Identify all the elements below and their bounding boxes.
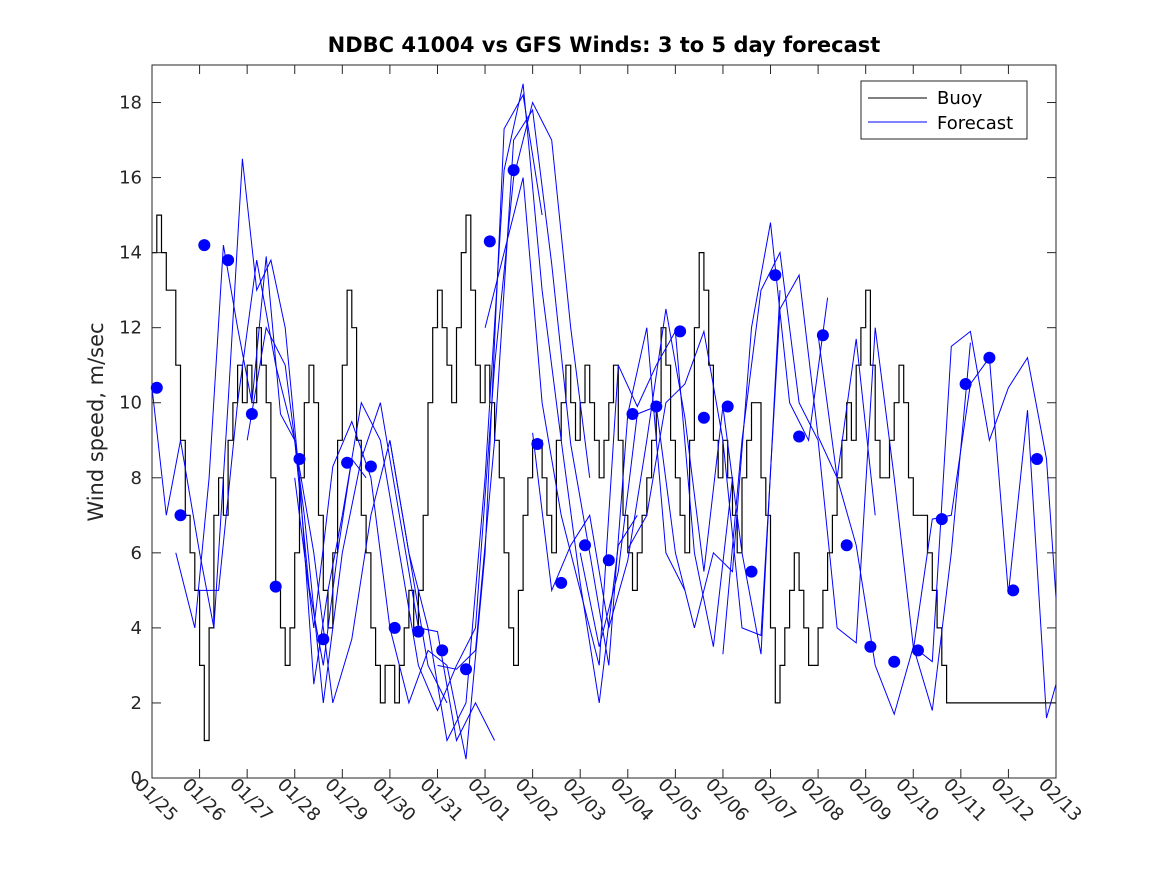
forecast-series-line-1 <box>175 245 367 666</box>
forecast-marker-31 <box>888 655 901 668</box>
forecast-series-line-4 <box>294 93 543 760</box>
forecast-marker-14 <box>483 235 496 248</box>
forecast-marker-16 <box>531 438 544 450</box>
forecast-marker-33 <box>935 513 948 526</box>
y-tick-label-0: 0 <box>131 768 142 789</box>
forecast-marker-30 <box>864 640 877 653</box>
forecast-marker-24 <box>721 400 734 413</box>
chart-title: NDBC 41004 vs GFS Winds: 3 to 5 day fore… <box>328 33 881 57</box>
forecast-marker-28 <box>816 329 829 342</box>
forecast-series-line-12 <box>722 250 971 711</box>
y-tick-label-16: 16 <box>119 168 142 189</box>
buoy-series-line <box>152 214 1056 742</box>
forecast-series-line-10 <box>579 222 829 647</box>
forecast-marker-21 <box>650 400 663 413</box>
forecast-series-line-3 <box>246 326 496 743</box>
forecast-marker-34 <box>959 378 972 390</box>
forecast-marker-13 <box>460 663 472 676</box>
forecast-series-line-11 <box>627 273 876 637</box>
legend: Buoy Forecast <box>860 80 1028 140</box>
forecast-series-line-13 <box>817 330 1057 716</box>
forecast-marker-0 <box>150 381 163 394</box>
forecast-marker-8 <box>341 456 354 469</box>
forecast-marker-27 <box>793 430 806 443</box>
forecast-series-line-8 <box>484 177 733 666</box>
forecast-marker-22 <box>674 325 687 338</box>
forecast-series-line-6 <box>389 83 638 743</box>
forecast-marker-1 <box>174 509 187 522</box>
forecast-marker-6 <box>293 453 306 465</box>
forecast-marker-15 <box>507 164 520 177</box>
forecast-marker-35 <box>983 351 996 364</box>
forecast-marker-9 <box>364 460 377 473</box>
forecast-marker-36 <box>1007 584 1020 597</box>
forecast-marker-23 <box>697 411 710 424</box>
forecast-marker-3 <box>222 254 235 267</box>
forecast-marker-11 <box>412 625 425 638</box>
y-tick-label-18: 18 <box>119 93 142 114</box>
forecast-marker-17 <box>555 576 568 589</box>
y-tick-label-14: 14 <box>119 243 142 264</box>
y-tick-label-2: 2 <box>131 693 142 714</box>
forecast-marker-10 <box>388 621 401 634</box>
y-tick-label-8: 8 <box>131 468 142 489</box>
forecast-marker-18 <box>579 539 591 552</box>
forecast-marker-37 <box>1031 453 1043 465</box>
forecast-series-line-5 <box>341 101 591 712</box>
buoy-series-layer <box>152 214 1056 742</box>
forecast-marker-5 <box>269 580 282 593</box>
y-axis-label: Wind speed, m/sec <box>84 322 108 521</box>
forecast-marker-25 <box>745 565 758 578</box>
y-tick-label-10: 10 <box>119 393 142 414</box>
legend-box <box>860 80 1028 140</box>
legend-forecast-label: Forecast <box>937 113 1013 134</box>
forecast-marker-26 <box>769 269 782 282</box>
forecast-series-line-0 <box>151 158 343 685</box>
forecast-marker-20 <box>626 408 639 420</box>
forecast-marker-7 <box>317 633 330 646</box>
forecast-series-line-9 <box>532 290 781 655</box>
forecast-marker-2 <box>198 239 211 252</box>
y-tick-label-12: 12 <box>119 318 142 339</box>
y-tick-label-4: 4 <box>131 618 142 639</box>
forecast-marker-4 <box>245 408 258 420</box>
y-tick-label-6: 6 <box>131 543 142 564</box>
forecast-marker-12 <box>436 644 449 657</box>
forecast-marker-layer <box>150 164 1043 676</box>
forecast-marker-29 <box>840 539 853 552</box>
forecast-marker-19 <box>602 554 615 567</box>
forecast-series-line-7 <box>437 108 686 670</box>
forecast-marker-32 <box>912 644 924 657</box>
legend-buoy-label: Buoy <box>937 88 983 109</box>
